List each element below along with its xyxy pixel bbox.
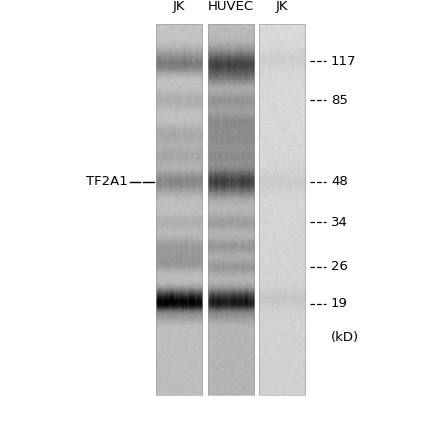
Bar xyxy=(156,24,202,395)
Text: (kD): (kD) xyxy=(331,331,359,344)
Text: 48: 48 xyxy=(331,175,348,188)
Text: JK: JK xyxy=(173,0,186,13)
Text: HUVEC: HUVEC xyxy=(208,0,254,13)
Text: JK: JK xyxy=(276,0,289,13)
Text: 117: 117 xyxy=(331,55,356,68)
Text: 19: 19 xyxy=(331,297,348,310)
Text: 34: 34 xyxy=(331,216,348,229)
Text: TF2A1: TF2A1 xyxy=(86,175,128,188)
Bar xyxy=(208,24,254,395)
Text: 85: 85 xyxy=(331,93,348,107)
Text: 26: 26 xyxy=(331,260,348,273)
Bar xyxy=(259,24,305,395)
